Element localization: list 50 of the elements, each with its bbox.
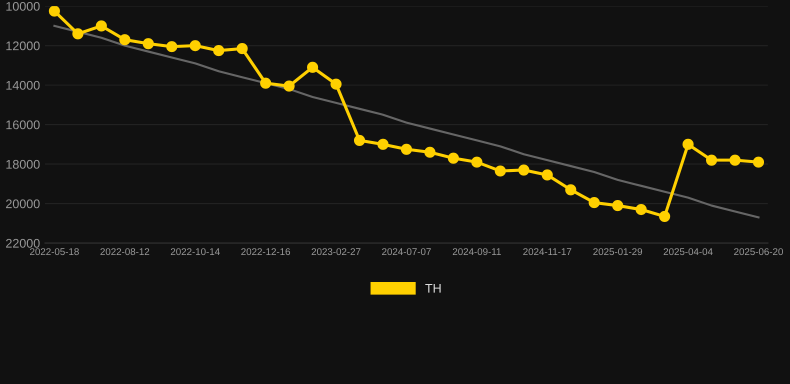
point bbox=[72, 28, 84, 40]
y-tick-label: 14000 bbox=[6, 80, 40, 90]
legend-label: TH bbox=[425, 284, 441, 293]
x-tick-label: 2023-02-27 bbox=[312, 248, 360, 256]
point bbox=[284, 80, 295, 92]
point bbox=[190, 40, 201, 52]
x-tick-label: 2022-05-18 bbox=[30, 248, 79, 256]
y-tick-label: 12000 bbox=[6, 41, 40, 50]
point bbox=[377, 138, 389, 150]
y-tick-label: 20000 bbox=[6, 199, 40, 208]
y-tick-label: 18000 bbox=[6, 160, 40, 169]
x-tick-label: 2022-10-14 bbox=[170, 248, 220, 256]
point bbox=[236, 43, 248, 54]
y-tick-label: 10000 bbox=[6, 2, 40, 11]
point bbox=[166, 41, 178, 52]
point bbox=[96, 20, 107, 32]
x-tick-label: 2025-01-29 bbox=[593, 248, 642, 256]
point bbox=[682, 138, 694, 150]
point bbox=[565, 184, 576, 196]
x-tick-label: 2024-09-11 bbox=[452, 248, 501, 256]
point bbox=[260, 78, 272, 89]
point bbox=[636, 204, 647, 216]
point bbox=[424, 146, 436, 158]
x-tick-label: 2024-07-07 bbox=[382, 248, 431, 256]
point bbox=[542, 169, 553, 181]
point bbox=[142, 38, 154, 50]
point bbox=[588, 197, 600, 208]
point bbox=[448, 152, 459, 164]
y-tick-label: 16000 bbox=[6, 120, 40, 130]
point bbox=[307, 62, 318, 73]
x-tick-label: 2025-04-04 bbox=[664, 248, 713, 256]
point bbox=[48, 6, 60, 17]
point bbox=[471, 156, 482, 168]
point bbox=[752, 156, 764, 168]
point bbox=[400, 144, 412, 155]
point bbox=[330, 78, 342, 90]
x-tick-label: 2025-06-20 bbox=[734, 248, 783, 256]
point bbox=[518, 164, 530, 176]
x-tick-label: 2024-11-17 bbox=[523, 248, 572, 256]
point bbox=[119, 34, 130, 46]
point bbox=[706, 154, 718, 166]
point bbox=[729, 154, 741, 166]
y-tick-label: 22000 bbox=[6, 238, 40, 248]
point bbox=[659, 210, 670, 222]
x-tick-label: 2022-12-16 bbox=[241, 248, 290, 256]
point bbox=[612, 200, 624, 212]
point bbox=[494, 165, 506, 177]
point bbox=[213, 45, 224, 56]
x-tick-label: 2022-08-12 bbox=[100, 248, 150, 256]
point bbox=[354, 134, 366, 146]
